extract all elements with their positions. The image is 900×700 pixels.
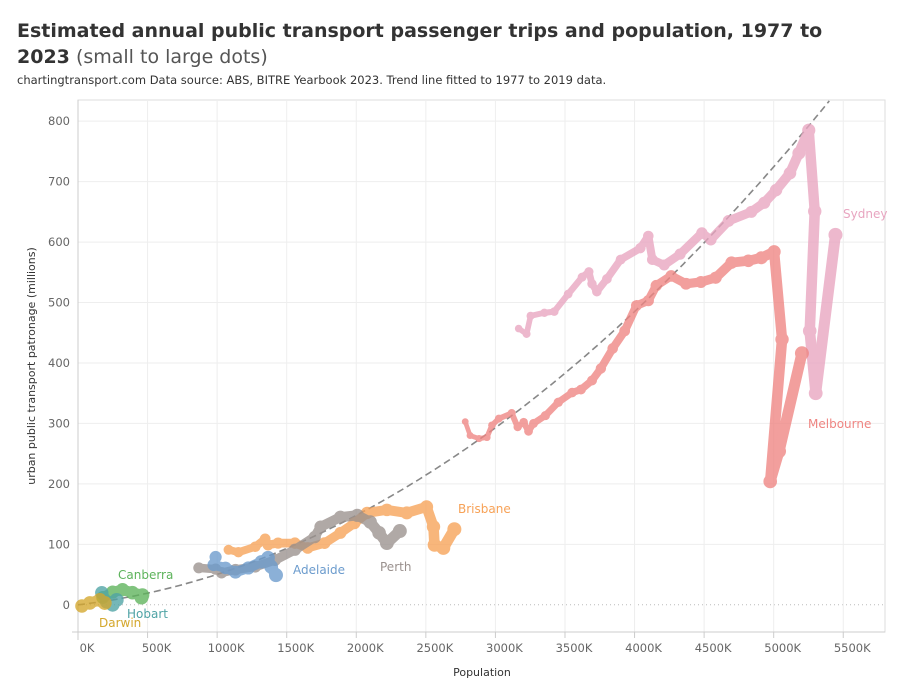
- series-label-perth: Perth: [380, 560, 411, 574]
- series-melbourne: [461, 245, 809, 489]
- series-group: [75, 123, 843, 613]
- x-tick-label: 4000K: [625, 641, 662, 655]
- data-point: [828, 227, 843, 242]
- series-label-melbourne: Melbourne: [808, 417, 871, 431]
- series-adelaide: [207, 550, 283, 583]
- series-label-hobart: Hobart: [127, 607, 168, 621]
- series-segment: [768, 246, 788, 345]
- trend-line-group: [77, 100, 830, 606]
- data-point: [109, 592, 124, 607]
- x-tick-label: 0K: [80, 641, 95, 655]
- x-tick-label: 5500K: [834, 641, 871, 655]
- y-tick-label: 100: [48, 537, 70, 551]
- series-segment: [773, 347, 808, 457]
- series-label-brisbane: Brisbane: [458, 502, 511, 516]
- x-tick-label: 5000K: [764, 641, 801, 655]
- series-sydney: [514, 123, 843, 401]
- series-segment: [803, 125, 820, 217]
- series-segment: [804, 205, 821, 337]
- trend-line: [77, 100, 830, 606]
- y-tick-label: 800: [48, 114, 70, 128]
- title-main: Estimated annual public transport passen…: [17, 20, 823, 68]
- x-tick-label: 2500K: [416, 641, 453, 655]
- series-darwin: [75, 593, 112, 613]
- y-tick-label: 500: [48, 296, 70, 310]
- series-segment: [810, 229, 841, 399]
- gridlines: [77, 99, 886, 633]
- y-tick-label: 400: [48, 356, 70, 370]
- series-label-darwin: Darwin: [99, 616, 141, 630]
- chart-subtitle: chartingtransport.com Data source: ABS, …: [17, 73, 607, 87]
- y-tick-label: 600: [48, 235, 70, 249]
- data-point: [392, 524, 407, 539]
- series-labels: Sydney Melbourne Brisbane Perth Adelaide Canb…: [99, 207, 887, 630]
- data-point: [447, 522, 462, 537]
- y-axis-title: urban public transport patronage (millio…: [25, 247, 38, 485]
- y-tick-label: 300: [48, 416, 70, 430]
- x-tick-label: 1000K: [208, 641, 245, 655]
- series-brisbane: [223, 500, 462, 558]
- x-tick-label: 1500K: [277, 641, 314, 655]
- plot-border: [77, 99, 886, 633]
- series-label-canberra: Canberra: [118, 568, 173, 582]
- x-tick-label: 2000K: [347, 641, 384, 655]
- axes: 0 100 200 300 400 500 600 700 800 0K 500K 1000K 1500…: [48, 100, 885, 655]
- title-note: (small to large dots): [75, 46, 268, 68]
- data-point: [134, 590, 149, 605]
- series-label-adelaide: Adelaide: [293, 563, 345, 577]
- y-tick-label: 200: [48, 477, 70, 491]
- x-tick-label: 3500K: [556, 641, 593, 655]
- x-tick-label: 500K: [142, 641, 172, 655]
- x-tick-label: 3000K: [486, 641, 523, 655]
- data-point: [794, 346, 809, 361]
- chart-title: Estimated annual public transport passen…: [17, 18, 877, 70]
- data-point: [268, 568, 283, 583]
- y-tick-label: 700: [48, 175, 70, 189]
- x-axis-title: Population: [453, 666, 511, 679]
- data-point: [97, 595, 112, 610]
- series-label-sydney: Sydney: [843, 207, 887, 221]
- x-tick-label: 4500K: [695, 641, 732, 655]
- y-tick-label: 0: [63, 598, 70, 612]
